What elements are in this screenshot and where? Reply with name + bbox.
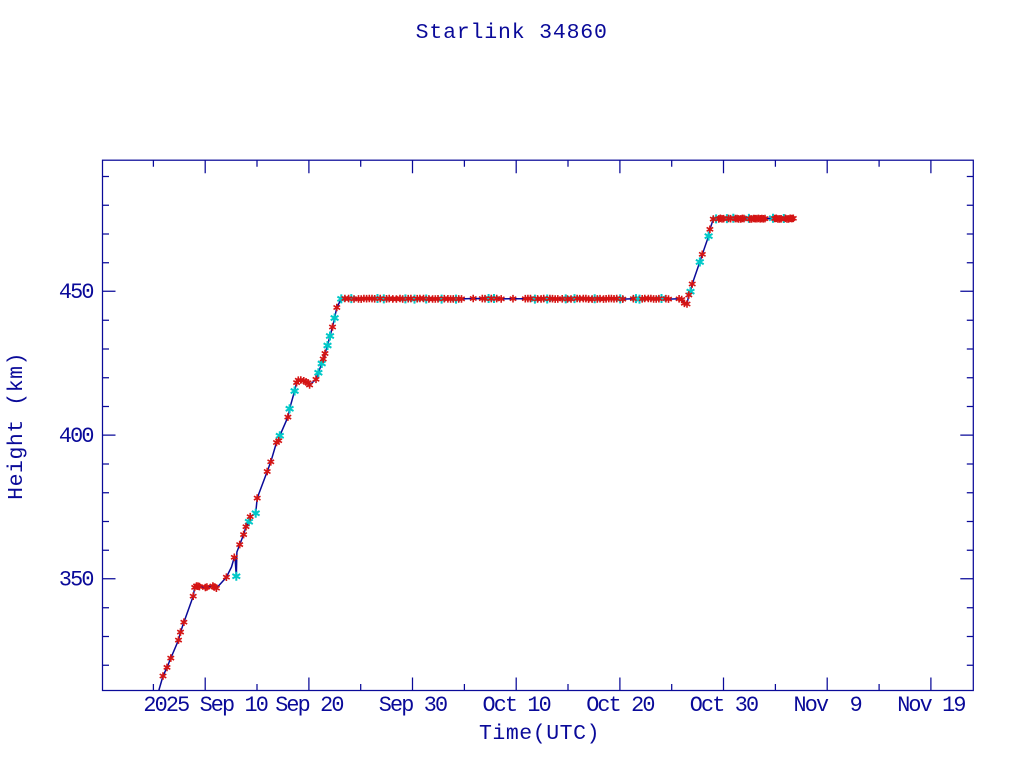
svg-text:Sep 30: Sep 30 bbox=[379, 693, 447, 718]
svg-text:Starlink 34860: Starlink 34860 bbox=[416, 21, 608, 45]
svg-text:350: 350 bbox=[59, 568, 93, 593]
svg-text:450: 450 bbox=[59, 280, 93, 305]
svg-text:Oct 10: Oct 10 bbox=[483, 693, 551, 718]
svg-text:Height (km): Height (km) bbox=[5, 352, 29, 500]
svg-text:Nov 9: Nov 9 bbox=[794, 693, 862, 718]
svg-text:Oct 20: Oct 20 bbox=[586, 693, 654, 718]
svg-text:400: 400 bbox=[59, 424, 93, 449]
svg-text:Time(UTC): Time(UTC) bbox=[479, 722, 600, 746]
svg-text:Nov 19: Nov 19 bbox=[897, 693, 965, 718]
svg-text:Oct 30: Oct 30 bbox=[690, 693, 758, 718]
svg-text:Sep 20: Sep 20 bbox=[275, 693, 343, 718]
svg-text:2025 Sep 10: 2025 Sep 10 bbox=[143, 693, 267, 718]
